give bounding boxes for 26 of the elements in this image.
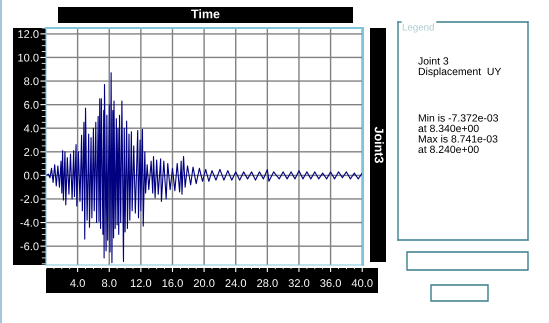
x-tick-label: 40.0 — [352, 279, 373, 288]
x-axis-title: Time — [191, 9, 220, 18]
x-tick-label: 32.0 — [288, 279, 310, 288]
y-tick-label: 6.0 — [24, 100, 39, 109]
y-tick-label: 8.0 — [24, 77, 39, 86]
y-tick-label: 10.0 — [18, 54, 39, 62]
x-tick-label: 24.0 — [225, 279, 246, 288]
text: Min is -7.372e-03 at 8.340e+00 Max is 8.741e-03 at 8.240e+00 — [418, 114, 498, 154]
y-tick-label: 12.0 — [18, 30, 39, 38]
y-tick-label: -6.0 — [20, 242, 39, 250]
x-tick-label: 20.0 — [194, 279, 214, 288]
line-series — [46, 72, 363, 264]
y2-axis-title: Joint3 — [374, 126, 384, 163]
x-tick-label: 28.0 — [257, 279, 278, 288]
y-tick-label: 2.0 — [24, 148, 39, 156]
y-tick-label: -4.0 — [20, 218, 39, 227]
y-tick-label: 0.0 — [24, 172, 39, 180]
x-tick-label: 4.0 — [70, 279, 85, 288]
text: Joint 3 Displacement UY — [418, 57, 502, 78]
x-tick-label: 36.0 — [320, 279, 341, 288]
y-tick-label: 4.0 — [24, 124, 39, 132]
x-tick-label: 16.0 — [162, 279, 183, 288]
y-tick-label: -2.0 — [20, 195, 39, 204]
text: Legend — [402, 23, 434, 33]
x-tick-label: 12.0 — [130, 279, 152, 288]
x-tick-label: 8.0 — [102, 279, 117, 288]
